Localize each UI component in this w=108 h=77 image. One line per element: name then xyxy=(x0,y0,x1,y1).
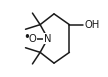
Text: •: • xyxy=(23,31,30,44)
Text: N: N xyxy=(44,33,52,44)
Text: OH: OH xyxy=(84,20,100,30)
Text: O: O xyxy=(28,33,36,44)
